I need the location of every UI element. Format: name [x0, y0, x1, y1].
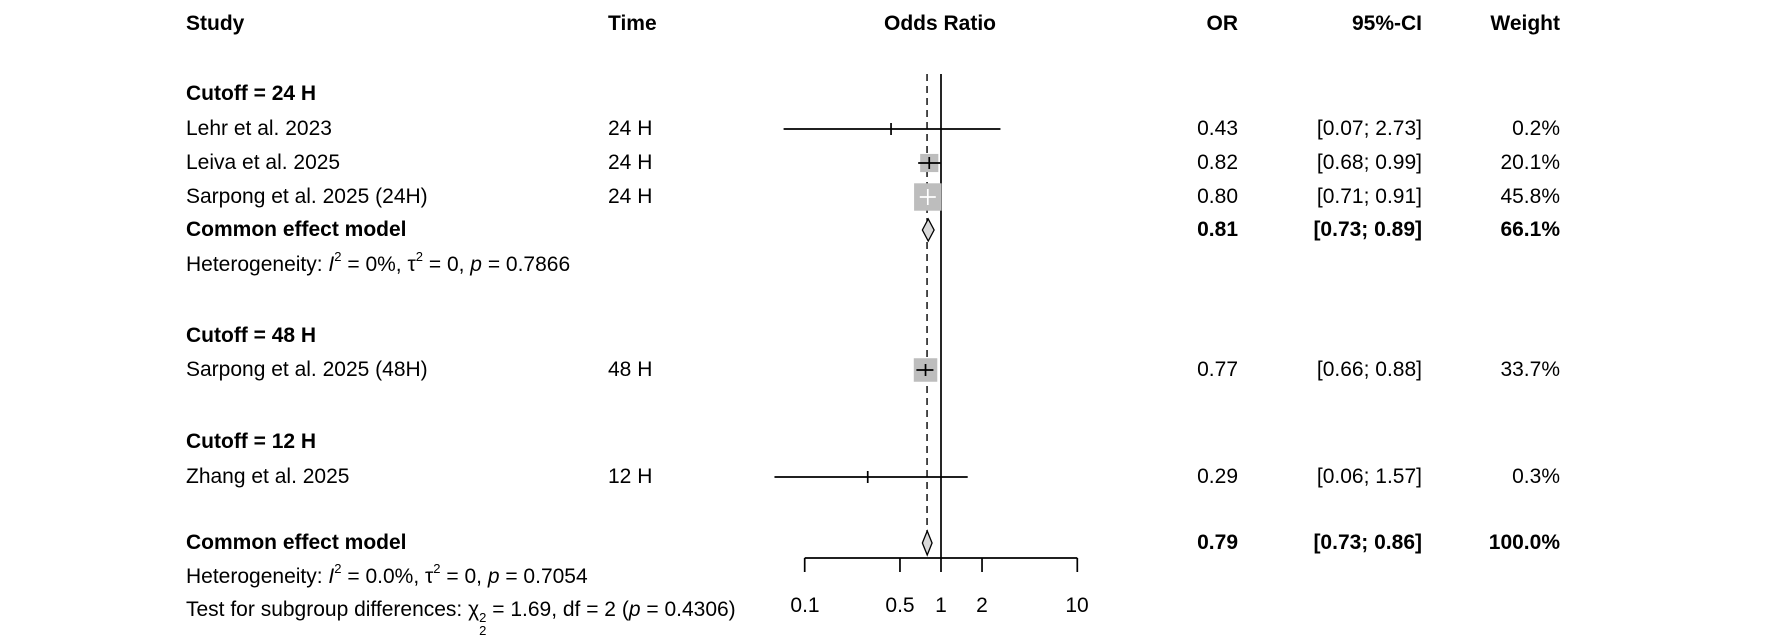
axis-tick-label-10: 10	[1065, 594, 1089, 617]
study-row-lehr: Lehr et al. 2023 24 H 0.43 [0.07; 2.73] …	[0, 117, 1770, 141]
column-header-row: Study Time Odds Ratio OR 95%-CI Weight	[0, 12, 1770, 36]
study-row-zhang: Zhang et al. 2025 12 H 0.29 [0.06; 1.57]…	[0, 465, 1770, 489]
study-ci: [0.06; 1.57]	[1316, 465, 1422, 488]
study-name: Sarpong et al. 2025 (48H)	[186, 358, 428, 381]
study-or: 0.29	[1197, 465, 1238, 488]
pooled-ci: [0.73; 0.89]	[1313, 218, 1422, 241]
col-header-or: OR	[1206, 12, 1239, 35]
study-or: 0.77	[1197, 358, 1238, 381]
study-name: Sarpong et al. 2025 (24H)	[186, 185, 428, 208]
study-time: 24 H	[608, 185, 653, 208]
col-header-study: Study	[186, 12, 245, 35]
study-weight: 45.8%	[1500, 185, 1560, 208]
pooled-row-overall: Common effect model 0.79 [0.73; 0.86] 10…	[0, 531, 1770, 555]
subgroup-label: Cutoff = 12 H	[186, 430, 317, 453]
heterogeneity-text: Heterogeneity: I2 = 0.0%, τ2 = 0, p = 0.…	[186, 561, 588, 588]
study-ci: [0.71; 0.91]	[1316, 185, 1422, 208]
study-row-sarpong-24h: Sarpong et al. 2025 (24H) 24 H 0.80 [0.7…	[0, 185, 1770, 209]
col-header-time: Time	[608, 12, 657, 35]
study-row-leiva: Leiva et al. 2025 24 H 0.82 [0.68; 0.99]…	[0, 151, 1770, 175]
study-time: 48 H	[608, 358, 653, 381]
study-time: 12 H	[608, 465, 653, 488]
heterogeneity-overall: Heterogeneity: I2 = 0.0%, τ2 = 0, p = 0.…	[0, 561, 1770, 589]
axis-tick-label-0-1: 0.1	[790, 594, 820, 617]
subgroup-label: Cutoff = 24 H	[186, 82, 317, 105]
study-row-sarpong-48h: Sarpong et al. 2025 (48H) 48 H 0.77 [0.6…	[0, 358, 1770, 382]
study-ci: [0.07; 2.73]	[1316, 117, 1422, 140]
pooled-model-label: Common effect model	[186, 218, 407, 241]
study-or: 0.82	[1197, 151, 1238, 174]
axis-tick-label-2: 2	[976, 594, 988, 617]
heterogeneity-24h: Heterogeneity: I2 = 0%, τ2 = 0, p = 0.78…	[0, 249, 1770, 277]
col-header-ci: 95%-CI	[1351, 12, 1422, 35]
heterogeneity-text: Heterogeneity: I2 = 0%, τ2 = 0, p = 0.78…	[186, 249, 571, 276]
study-ci: [0.68; 0.99]	[1316, 151, 1422, 174]
subgroup-header-12h: Cutoff = 12 H	[0, 430, 1770, 454]
subgroup-header-24h: Cutoff = 24 H	[0, 82, 1770, 106]
study-weight: 0.2%	[1512, 117, 1560, 140]
study-weight: 20.1%	[1500, 151, 1560, 174]
pooled-or: 0.79	[1197, 531, 1238, 554]
axis-tick-label-1: 1	[935, 594, 947, 617]
pooled-model-label: Common effect model	[186, 531, 407, 554]
pooled-or: 0.81	[1197, 218, 1238, 241]
study-ci: [0.66; 0.88]	[1316, 358, 1422, 381]
axis-tick-label-0-5: 0.5	[885, 594, 915, 617]
study-time: 24 H	[608, 151, 653, 174]
pooled-weight: 66.1%	[1500, 218, 1560, 241]
study-name: Lehr et al. 2023	[186, 117, 332, 140]
study-or: 0.80	[1197, 185, 1238, 208]
subgroup-label: Cutoff = 48 H	[186, 324, 317, 347]
pooled-ci: [0.73; 0.86]	[1313, 531, 1422, 554]
study-weight: 0.3%	[1512, 465, 1560, 488]
study-time: 24 H	[608, 117, 653, 140]
pooled-weight: 100.0%	[1488, 531, 1560, 554]
subgroup-header-48h: Cutoff = 48 H	[0, 324, 1770, 348]
study-or: 0.43	[1197, 117, 1238, 140]
study-weight: 33.7%	[1500, 358, 1560, 381]
study-name: Leiva et al. 2025	[186, 151, 341, 174]
col-header-weight: Weight	[1490, 12, 1560, 35]
col-header-odds-ratio: Odds Ratio	[883, 12, 997, 35]
pooled-row-24h: Common effect model 0.81 [0.73; 0.89] 66…	[0, 218, 1770, 242]
study-name: Zhang et al. 2025	[186, 465, 350, 488]
